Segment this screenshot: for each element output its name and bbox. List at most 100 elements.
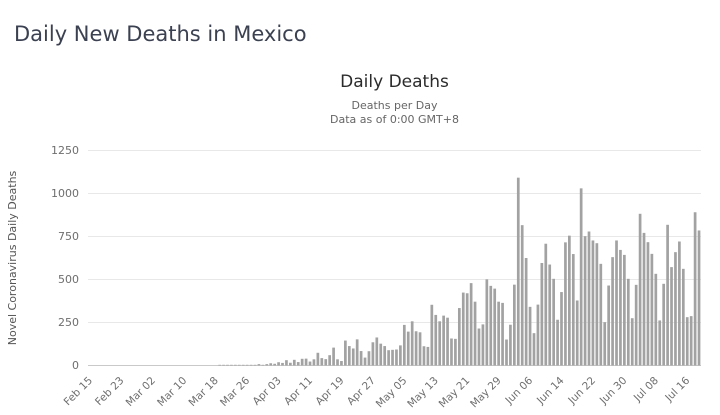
bar-Apr-20[interactable] — [344, 340, 347, 366]
bar-Jun-12[interactable] — [552, 278, 555, 366]
bar-Jun-13[interactable] — [556, 319, 559, 366]
bar-Jun-14[interactable] — [560, 292, 563, 366]
bar-May-20[interactable] — [461, 292, 465, 366]
bar-May-04[interactable] — [399, 345, 402, 366]
bar-Apr-04[interactable] — [281, 362, 284, 366]
bar-May-01[interactable] — [387, 350, 390, 366]
bar-Jul-17[interactable] — [689, 316, 693, 366]
bar-Jun-10[interactable] — [544, 243, 548, 366]
bar-Jul-05[interactable] — [642, 232, 646, 366]
bar-Jun-04[interactable] — [520, 225, 524, 366]
bar-Mar-25[interactable] — [241, 364, 245, 366]
bar-Apr-26[interactable] — [367, 351, 371, 366]
bar-Jun-20[interactable] — [583, 236, 587, 366]
bar-Jul-12[interactable] — [670, 267, 673, 366]
bar-May-19[interactable] — [457, 308, 461, 366]
bar-Apr-03[interactable] — [277, 362, 280, 366]
bar-Jun-07[interactable] — [532, 333, 536, 366]
bar-Apr-28[interactable] — [375, 337, 379, 366]
bar-Jun-05[interactable] — [524, 258, 528, 366]
bar-Apr-01[interactable] — [269, 363, 273, 366]
bar-Jun-30[interactable] — [623, 254, 626, 366]
bar-Mar-27[interactable] — [249, 364, 253, 366]
bar-May-21[interactable] — [465, 293, 469, 366]
bar-Mar-30[interactable] — [261, 364, 265, 366]
bar-Mar-21[interactable] — [226, 364, 229, 366]
bar-Jun-09[interactable] — [540, 262, 544, 366]
bar-Jul-06[interactable] — [646, 242, 650, 366]
bar-Apr-29[interactable] — [379, 343, 383, 366]
bar-Jun-22[interactable] — [591, 240, 595, 366]
bar-Apr-09[interactable] — [300, 358, 304, 366]
bar-May-15[interactable] — [442, 315, 445, 366]
bar-May-26[interactable] — [485, 279, 489, 366]
bar-Apr-07[interactable] — [292, 359, 296, 366]
bar-Mar-26[interactable] — [245, 364, 249, 366]
bar-May-28[interactable] — [493, 288, 497, 366]
bar-May-18[interactable] — [454, 338, 457, 366]
bar-Apr-24[interactable] — [359, 351, 363, 366]
bar-Jun-24[interactable] — [599, 263, 603, 366]
bar-Apr-21[interactable] — [347, 346, 351, 366]
bar-May-10[interactable] — [422, 346, 426, 366]
bar-Jul-07[interactable] — [650, 253, 654, 366]
bar-May-06[interactable] — [406, 331, 410, 366]
bar-Jun-02[interactable] — [512, 284, 516, 366]
bar-Jun-17[interactable] — [571, 254, 575, 366]
bar-Apr-15[interactable] — [324, 359, 328, 366]
bar-Jun-25[interactable] — [603, 322, 607, 366]
bar-Apr-27[interactable] — [371, 342, 375, 366]
bar-Apr-19[interactable] — [340, 361, 343, 366]
bar-Mar-28[interactable] — [253, 364, 257, 366]
bar-Jun-28[interactable] — [615, 240, 618, 366]
bar-Jun-01[interactable] — [509, 324, 512, 366]
bar-Apr-22[interactable] — [351, 348, 355, 366]
bar-Jun-08[interactable] — [536, 304, 540, 366]
bar-Jul-11[interactable] — [666, 224, 669, 366]
bar-Jun-16[interactable] — [568, 235, 571, 366]
bar-Apr-30[interactable] — [383, 346, 387, 366]
bar-Apr-11[interactable] — [308, 361, 312, 366]
bar-Apr-18[interactable] — [336, 359, 339, 366]
bar-Jun-15[interactable] — [564, 242, 567, 366]
bar-May-03[interactable] — [395, 349, 398, 366]
bar-Jul-10[interactable] — [662, 283, 666, 366]
bar-Apr-06[interactable] — [289, 362, 292, 366]
bar-Jul-19[interactable] — [697, 230, 701, 366]
bar-May-17[interactable] — [450, 338, 453, 366]
bar-Apr-13[interactable] — [316, 352, 320, 366]
bar-Jun-23[interactable] — [595, 243, 599, 366]
bar-Apr-12[interactable] — [312, 359, 316, 366]
bar-Mar-22[interactable] — [230, 364, 233, 366]
bar-May-25[interactable] — [481, 324, 485, 366]
bar-May-23[interactable] — [473, 301, 477, 366]
bar-Jun-27[interactable] — [611, 257, 614, 366]
bar-Jul-14[interactable] — [678, 241, 681, 366]
bar-May-14[interactable] — [438, 321, 442, 366]
bar-Jun-19[interactable] — [579, 188, 583, 366]
bar-Jun-18[interactable] — [575, 300, 579, 366]
bar-Jul-08[interactable] — [654, 273, 658, 366]
bar-May-05[interactable] — [402, 324, 406, 366]
bar-Mar-20[interactable] — [222, 364, 225, 366]
bar-May-27[interactable] — [489, 285, 493, 366]
bar-Jul-04[interactable] — [638, 213, 642, 366]
bar-May-16[interactable] — [446, 317, 449, 366]
bar-Jun-11[interactable] — [548, 264, 552, 366]
bar-Mar-23[interactable] — [234, 364, 237, 366]
bar-May-11[interactable] — [426, 346, 430, 366]
bar-Jul-16[interactable] — [685, 317, 689, 366]
bar-Jul-01[interactable] — [626, 278, 630, 366]
bar-Apr-02[interactable] — [273, 363, 277, 366]
bar-Jun-06[interactable] — [528, 306, 532, 366]
bar-Jun-21[interactable] — [587, 231, 591, 366]
bar-Jul-13[interactable] — [674, 252, 677, 366]
bar-Mar-31[interactable] — [265, 364, 269, 366]
bar-May-31[interactable] — [505, 339, 508, 366]
bar-May-12[interactable] — [430, 304, 434, 366]
bar-Apr-14[interactable] — [320, 358, 324, 366]
bar-Jul-02[interactable] — [630, 318, 634, 366]
bar-May-09[interactable] — [418, 332, 422, 366]
bar-May-22[interactable] — [469, 283, 473, 366]
bar-Apr-16[interactable] — [328, 355, 332, 366]
